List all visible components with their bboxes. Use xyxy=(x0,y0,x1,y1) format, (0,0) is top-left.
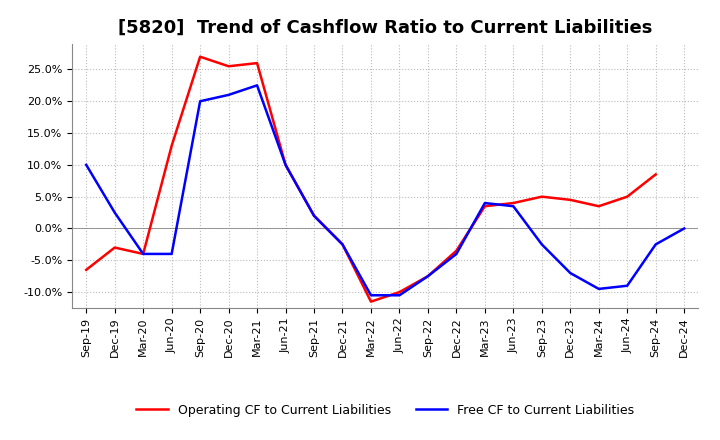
Operating CF to Current Liabilities xyxy=(537,194,546,199)
Operating CF to Current Liabilities xyxy=(452,248,461,253)
Free CF to Current Liabilities xyxy=(652,242,660,247)
Operating CF to Current Liabilities xyxy=(652,172,660,177)
Operating CF to Current Liabilities xyxy=(82,267,91,272)
Free CF to Current Liabilities xyxy=(82,162,91,168)
Free CF to Current Liabilities xyxy=(110,210,119,215)
Free CF to Current Liabilities xyxy=(253,83,261,88)
Free CF to Current Liabilities xyxy=(623,283,631,288)
Free CF to Current Liabilities xyxy=(680,226,688,231)
Operating CF to Current Liabilities xyxy=(595,204,603,209)
Operating CF to Current Liabilities xyxy=(139,251,148,257)
Title: [5820]  Trend of Cashflow Ratio to Current Liabilities: [5820] Trend of Cashflow Ratio to Curren… xyxy=(118,19,652,37)
Free CF to Current Liabilities xyxy=(282,162,290,168)
Operating CF to Current Liabilities xyxy=(338,242,347,247)
Operating CF to Current Liabilities xyxy=(623,194,631,199)
Free CF to Current Liabilities xyxy=(452,251,461,257)
Operating CF to Current Liabilities xyxy=(110,245,119,250)
Free CF to Current Liabilities xyxy=(167,251,176,257)
Free CF to Current Liabilities xyxy=(566,270,575,275)
Free CF to Current Liabilities xyxy=(338,242,347,247)
Operating CF to Current Liabilities xyxy=(167,143,176,148)
Operating CF to Current Liabilities xyxy=(480,204,489,209)
Free CF to Current Liabilities xyxy=(366,293,375,298)
Operating CF to Current Liabilities xyxy=(423,274,432,279)
Free CF to Current Liabilities xyxy=(395,293,404,298)
Free CF to Current Liabilities xyxy=(509,204,518,209)
Operating CF to Current Liabilities xyxy=(509,200,518,205)
Free CF to Current Liabilities xyxy=(139,251,148,257)
Free CF to Current Liabilities xyxy=(423,274,432,279)
Free CF to Current Liabilities xyxy=(595,286,603,292)
Free CF to Current Liabilities xyxy=(196,99,204,104)
Operating CF to Current Liabilities xyxy=(566,197,575,202)
Operating CF to Current Liabilities xyxy=(196,54,204,59)
Free CF to Current Liabilities xyxy=(225,92,233,98)
Operating CF to Current Liabilities xyxy=(253,60,261,66)
Line: Operating CF to Current Liabilities: Operating CF to Current Liabilities xyxy=(86,57,656,302)
Free CF to Current Liabilities xyxy=(310,213,318,218)
Free CF to Current Liabilities xyxy=(480,200,489,205)
Operating CF to Current Liabilities xyxy=(282,162,290,168)
Operating CF to Current Liabilities xyxy=(310,213,318,218)
Line: Free CF to Current Liabilities: Free CF to Current Liabilities xyxy=(86,85,684,295)
Operating CF to Current Liabilities xyxy=(366,299,375,304)
Free CF to Current Liabilities xyxy=(537,242,546,247)
Operating CF to Current Liabilities xyxy=(395,290,404,295)
Legend: Operating CF to Current Liabilities, Free CF to Current Liabilities: Operating CF to Current Liabilities, Fre… xyxy=(131,399,639,422)
Operating CF to Current Liabilities xyxy=(225,64,233,69)
